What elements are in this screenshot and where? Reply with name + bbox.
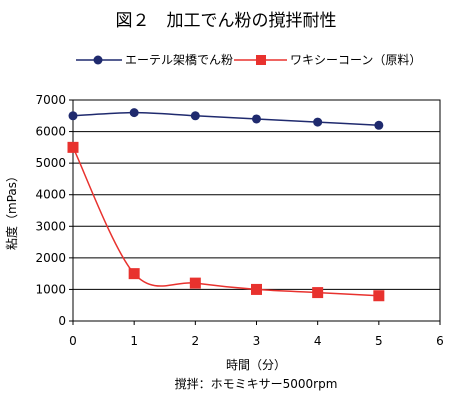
data-series (67, 108, 385, 302)
series-2-point-1 (128, 268, 140, 280)
series-1-point-1 (129, 108, 139, 118)
x-tick-label-5: 5 (375, 334, 383, 348)
series-2-line (72, 147, 379, 297)
series-1-point-2 (190, 111, 200, 121)
legend-marker-series-2 (256, 55, 266, 65)
series-1-point-4 (313, 117, 323, 127)
y-tick-label-5000: 5000 (35, 156, 66, 170)
y-axis-label: 粘度（mPas） (4, 170, 19, 250)
series-1-point-3 (252, 114, 261, 124)
series-1-point-5 (374, 120, 384, 130)
x-axis-label: 時間（分） (226, 358, 286, 372)
stirring-condition-note: 撹拌：ホモミキサー5000rpm (175, 376, 338, 391)
series-2-point-4 (312, 287, 324, 299)
x-axis-ticks: 0 1 2 3 4 5 6 (69, 321, 444, 348)
y-tick-label-3000: 3000 (35, 219, 66, 233)
y-axis-ticks: 0 1000 2000 3000 4000 5000 6000 7000 (35, 93, 73, 328)
x-tick-label-0: 0 (69, 334, 77, 348)
x-tick-label-4: 4 (314, 334, 322, 348)
legend-marker-series-1 (93, 55, 103, 65)
y-tick-label-2000: 2000 (35, 251, 66, 265)
y-tick-label-4000: 4000 (35, 188, 66, 202)
y-tick-label-0: 0 (58, 314, 66, 328)
series-1-line (72, 111, 379, 127)
x-tick-label-1: 1 (130, 334, 138, 348)
series-2-point-0 (67, 141, 79, 153)
y-tick-label-1000: 1000 (35, 282, 66, 296)
series-1-point-0 (68, 111, 78, 121)
series-2-point-3 (251, 283, 262, 295)
legend-label-series-2: ワキシーコーン（原料） (290, 53, 421, 67)
series-2-point-2 (189, 277, 201, 289)
series-2-point-5 (373, 290, 385, 302)
legend-label-series-1: エーテル架橋でん粉 (125, 53, 233, 67)
legend: エーテル架橋でん粉 ワキシーコーン（原料） (76, 53, 421, 67)
chart-title: 図２ 加工でん粉の撹拌耐性 (116, 11, 337, 31)
x-tick-label-2: 2 (192, 334, 200, 348)
y-tick-label-7000: 7000 (35, 93, 66, 107)
x-tick-label-3: 3 (253, 334, 261, 348)
x-tick-label-6: 6 (436, 334, 444, 348)
y-tick-label-6000: 6000 (35, 125, 66, 139)
